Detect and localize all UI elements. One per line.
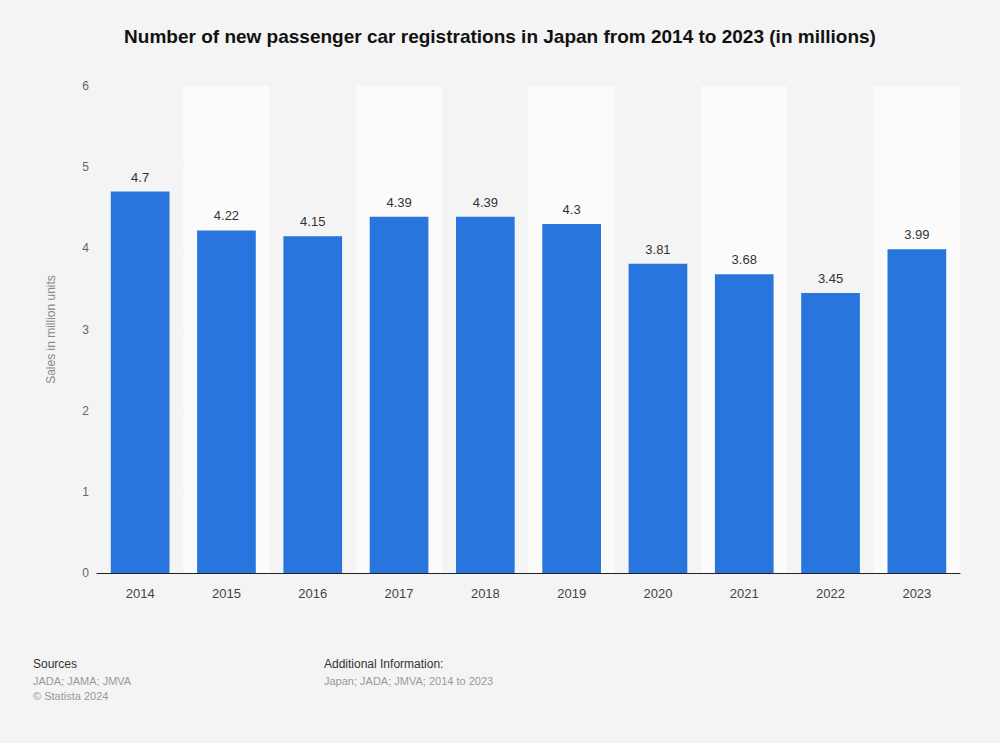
svg-text:5: 5 [82,160,89,174]
svg-text:3.45: 3.45 [818,271,843,286]
svg-text:3: 3 [82,323,89,337]
svg-text:1: 1 [82,485,89,499]
svg-text:2014: 2014 [126,586,155,601]
svg-text:Number of new passenger car re: Number of new passenger car registration… [124,26,876,47]
svg-text:2023: 2023 [902,586,931,601]
svg-text:Additional Information:: Additional Information: [324,657,443,671]
svg-text:3.81: 3.81 [645,242,670,257]
svg-text:Japan; JADA; JMVA; 2014 to 202: Japan; JADA; JMVA; 2014 to 2023 [324,675,493,687]
svg-text:2016: 2016 [298,586,327,601]
svg-text:6: 6 [82,79,89,93]
svg-text:2015: 2015 [212,586,241,601]
svg-text:4.3: 4.3 [563,202,581,217]
svg-text:2021: 2021 [730,586,759,601]
svg-text:2022: 2022 [816,586,845,601]
svg-text:4.39: 4.39 [386,195,411,210]
svg-text:4.7: 4.7 [131,170,149,185]
svg-text:JADA; JAMA; JMVA: JADA; JAMA; JMVA [33,675,132,687]
svg-text:2017: 2017 [385,586,414,601]
svg-text:4: 4 [82,241,89,255]
svg-text:2019: 2019 [557,586,586,601]
svg-text:2020: 2020 [643,586,672,601]
svg-text:4.39: 4.39 [473,195,498,210]
svg-text:2018: 2018 [471,586,500,601]
svg-text:3.68: 3.68 [732,252,757,267]
svg-text:Sources: Sources [33,657,77,671]
svg-text:3.99: 3.99 [904,227,929,242]
svg-text:© Statista 2024: © Statista 2024 [33,690,108,702]
svg-text:0: 0 [82,566,89,580]
svg-text:Sales in million units: Sales in million units [44,275,58,384]
svg-text:2: 2 [82,404,89,418]
svg-text:4.22: 4.22 [214,208,239,223]
svg-text:4.15: 4.15 [300,214,325,229]
